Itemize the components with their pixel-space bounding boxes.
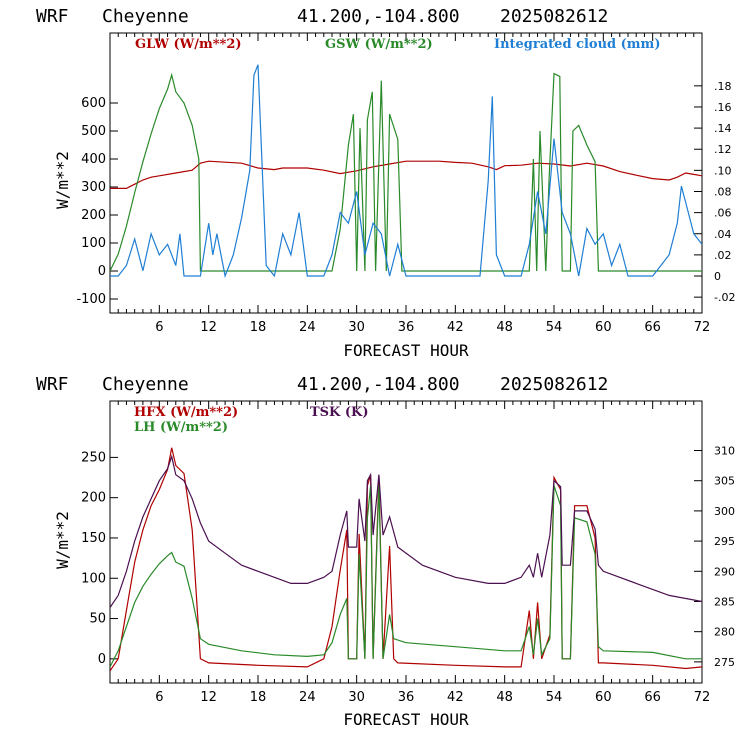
panel-1-station-label: Cheyenne	[102, 6, 189, 27]
y2-tick-label: .14	[714, 122, 732, 135]
y2-tick-label: .04	[714, 228, 732, 241]
y2-tick-label: 310	[714, 445, 735, 458]
panel-2-xlabel: FORECAST HOUR	[343, 710, 469, 729]
y-tick-label: 500	[81, 124, 106, 139]
y-tick-label: 600	[81, 96, 106, 111]
y-tick-label: -100	[76, 292, 106, 307]
series-line-tsk	[110, 454, 702, 608]
x-tick-label: 48	[496, 690, 513, 705]
x-tick-label: 66	[644, 690, 661, 705]
panel-1-ylabel: W/m**2	[53, 151, 72, 209]
x-tick-label: 18	[250, 690, 267, 705]
y-tick-label: 200	[81, 208, 106, 223]
y-tick-label: 100	[81, 571, 106, 586]
x-tick-label: 12	[200, 690, 217, 705]
panel-2-run-label: 2025082612	[500, 374, 608, 395]
panel-1-model-label: WRF	[36, 6, 69, 27]
x-tick-label: 54	[546, 690, 563, 705]
panel-2-ylabel: W/m**2	[53, 511, 72, 569]
legend-entry-hfx: HFX (W/m**2)	[134, 405, 238, 420]
panel-2-coords-label: 41.200,-104.800	[297, 374, 460, 395]
x-tick-label: 6	[155, 320, 163, 335]
panel-2-station-label: Cheyenne	[102, 374, 189, 395]
x-tick-label: 60	[595, 320, 612, 335]
y2-tick-label: 280	[714, 626, 735, 639]
legend-entry-gsw: GSW (W/m**2)	[325, 37, 433, 52]
y2-tick-label: 285	[714, 595, 735, 608]
panel-2-chart: 6 12 18 24 30 36 42 48 54 60 66 72 0 50 100 150 200 250 27…	[81, 400, 735, 705]
series-line-gsw	[110, 72, 702, 272]
x-tick-label: 24	[299, 320, 316, 335]
y-tick-label: 400	[81, 152, 106, 167]
legend-entry-glw: GLW (W/m**2)	[135, 37, 242, 52]
y2-tick-label: 300	[714, 505, 735, 518]
panel-1-coords-label: 41.200,-104.800	[297, 6, 460, 27]
x-tick-label: 66	[644, 320, 661, 335]
series-line-glw	[110, 160, 702, 189]
x-tick-label: 48	[496, 320, 513, 335]
y2-tick-label: .12	[714, 143, 732, 156]
x-tick-label: 12	[200, 320, 217, 335]
panel-2-header: WRF Cheyenne 41.200,-104.800 2025082612	[36, 374, 608, 395]
x-tick-label: 36	[398, 320, 415, 335]
y-tick-label: 150	[81, 531, 106, 546]
y2-tick-label: .06	[714, 207, 732, 220]
x-tick-label: 42	[447, 320, 464, 335]
legend-entry-lh: LH (W/m**2)	[134, 420, 228, 435]
panel-1-chart: 6 12 18 24 30 36 42 48 54 60 66 72 -100 0 100 200 300 400…	[76, 32, 735, 335]
x-tick-label: 36	[398, 690, 415, 705]
panel-1-header: WRF Cheyenne 41.200,-104.800 2025082612	[36, 6, 608, 27]
y2-tick-label: 290	[714, 565, 735, 578]
x-tick-label: 30	[348, 690, 365, 705]
y2-tick-label: 275	[714, 656, 735, 669]
y-tick-label: 200	[81, 491, 106, 506]
y2-tick-label: .18	[714, 80, 732, 93]
y2-tick-label: 305	[714, 475, 735, 488]
x-tick-label: 18	[250, 320, 267, 335]
x-tick-label: 60	[595, 690, 612, 705]
x-tick-label: 6	[155, 690, 163, 705]
y2-tick-label: -.02	[714, 291, 735, 304]
panel-1-xlabel: FORECAST HOUR	[343, 341, 469, 360]
y-tick-label: 250	[81, 450, 106, 465]
x-tick-label: 30	[348, 320, 365, 335]
panel-1-run-label: 2025082612	[500, 6, 608, 27]
series-line-hfx	[110, 447, 702, 672]
panel-2-model-label: WRF	[36, 374, 69, 395]
legend-entry-tsk: TSK (K)	[310, 405, 369, 420]
x-tick-label: 42	[447, 690, 464, 705]
x-tick-label: 54	[546, 320, 563, 335]
y2-tick-label: 0	[714, 270, 721, 283]
x-tick-label: 72	[694, 320, 711, 335]
y-tick-label: 50	[89, 612, 106, 627]
y2-tick-label: .16	[714, 101, 732, 114]
x-tick-label: 24	[299, 690, 316, 705]
y2-tick-label: 295	[714, 535, 735, 548]
y-tick-label: 300	[81, 180, 106, 195]
legend-entry-integrated: Integrated cloud (mm)	[494, 37, 660, 52]
y-tick-label: 100	[81, 236, 106, 251]
x-tick-label: 72	[694, 690, 711, 705]
y-tick-label: 0	[98, 652, 106, 667]
series-line-integrated	[110, 64, 702, 279]
y-tick-label: 0	[98, 264, 106, 279]
y2-tick-label: .10	[714, 164, 732, 177]
y2-tick-label: .08	[714, 185, 732, 198]
y2-tick-label: .02	[714, 249, 732, 262]
